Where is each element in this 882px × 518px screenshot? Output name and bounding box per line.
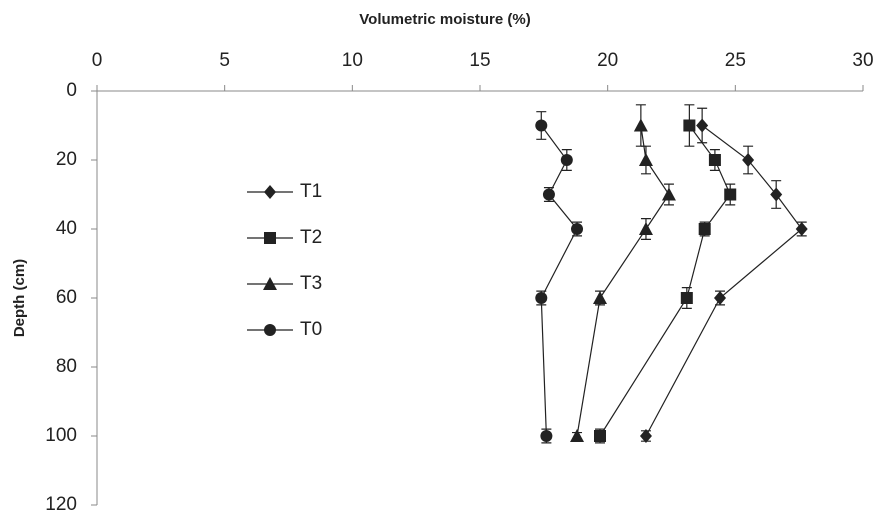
marker bbox=[540, 430, 553, 442]
x-tick-label: 30 bbox=[852, 50, 873, 71]
marker bbox=[795, 222, 808, 236]
marker bbox=[698, 223, 711, 235]
marker bbox=[724, 188, 737, 201]
y-tick-label: 40 bbox=[56, 218, 77, 239]
marker bbox=[714, 291, 727, 305]
marker bbox=[535, 119, 548, 132]
legend-label: T2 bbox=[300, 227, 322, 248]
x-tick-label: 15 bbox=[469, 50, 490, 71]
x-tick-label: 20 bbox=[597, 50, 618, 71]
marker bbox=[638, 222, 653, 235]
legend-label: T0 bbox=[300, 319, 322, 340]
marker bbox=[535, 292, 548, 304]
marker bbox=[571, 223, 584, 235]
series-line bbox=[540, 125, 578, 437]
marker bbox=[696, 118, 709, 133]
marker bbox=[594, 430, 607, 442]
series-line bbox=[576, 125, 670, 437]
y-tick-label: 20 bbox=[56, 149, 77, 170]
marker bbox=[633, 118, 648, 132]
marker bbox=[742, 153, 755, 167]
marker bbox=[661, 187, 676, 201]
x-tick-label: 25 bbox=[725, 50, 746, 71]
marker bbox=[708, 154, 721, 166]
y-tick-label: 100 bbox=[45, 425, 77, 446]
legend-label: T3 bbox=[300, 273, 322, 294]
y-axis-title: Depth (cm) bbox=[11, 259, 28, 337]
marker bbox=[542, 188, 555, 201]
marker bbox=[263, 277, 277, 290]
marker bbox=[638, 153, 653, 166]
marker bbox=[264, 232, 276, 244]
legend-label: T1 bbox=[300, 181, 322, 202]
marker bbox=[639, 429, 652, 443]
marker bbox=[264, 185, 276, 199]
y-tick-label: 120 bbox=[45, 494, 77, 515]
marker bbox=[593, 291, 608, 304]
y-tick-label: 60 bbox=[56, 287, 77, 308]
marker bbox=[560, 154, 573, 166]
series-line bbox=[645, 125, 803, 437]
x-tick-label: 5 bbox=[219, 50, 230, 71]
x-tick-label: 0 bbox=[92, 50, 103, 71]
x-tick-label: 10 bbox=[342, 50, 363, 71]
marker bbox=[570, 429, 585, 442]
x-axis-title: Volumetric moisture (%) bbox=[359, 11, 530, 28]
series-line bbox=[599, 125, 731, 437]
marker bbox=[770, 187, 783, 202]
marker bbox=[683, 119, 696, 132]
marker bbox=[680, 292, 693, 304]
y-tick-label: 0 bbox=[66, 80, 77, 101]
y-tick-label: 80 bbox=[56, 356, 77, 377]
marker bbox=[264, 324, 276, 336]
